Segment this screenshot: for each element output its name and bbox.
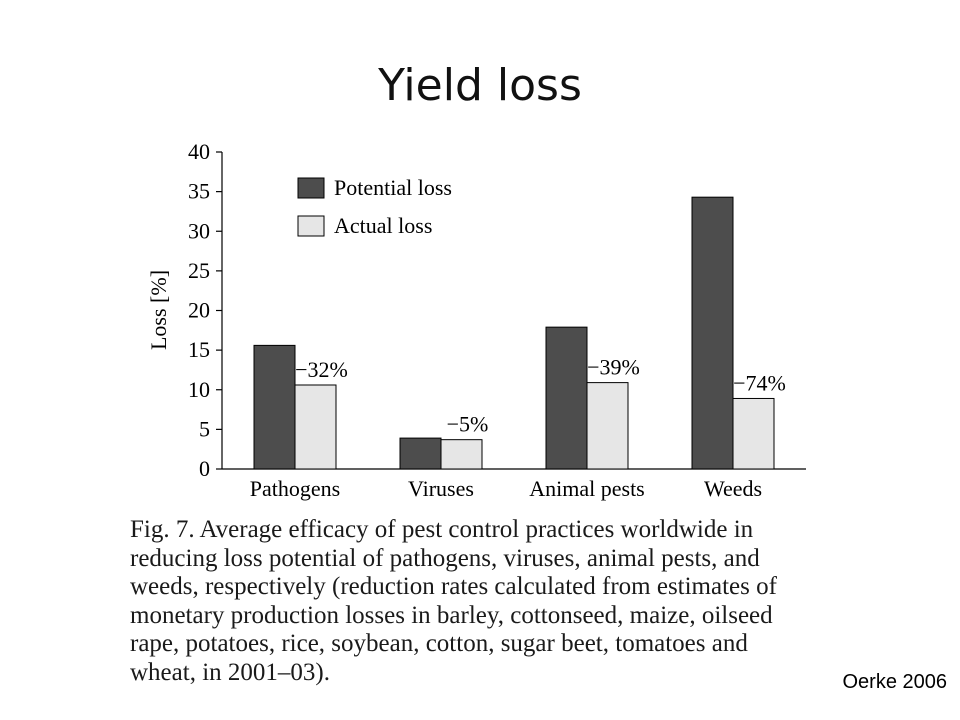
x-category-label: Animal pests (529, 476, 645, 501)
legend: Potential loss Actual loss (297, 175, 452, 238)
reduction-annotation: −5% (447, 412, 489, 437)
y-tick-label: 0 (199, 456, 210, 481)
legend-swatch-potential (297, 177, 325, 199)
reduction-annotation: −74% (733, 370, 786, 395)
bar-actual-weeds (732, 397, 775, 470)
x-axis: Pathogens Viruses Animal pests Weeds (222, 468, 806, 501)
legend-label-potential: Potential loss (334, 175, 452, 200)
reduction-annotation: −32% (295, 357, 348, 382)
reduction-annotations: −32% −5% −39% −74% (295, 355, 786, 437)
legend-swatch-actual (297, 215, 325, 237)
y-tick-label: 5 (199, 416, 210, 441)
y-tick-label: 30 (188, 218, 210, 243)
bar-potential-viruses (399, 437, 442, 470)
bars (253, 196, 775, 470)
bar-potential-pathogens (253, 344, 296, 470)
y-tick-label: 25 (188, 258, 210, 283)
source-credit: Oerke 2006 (842, 671, 947, 693)
y-tick-label: 40 (188, 139, 210, 164)
bar-potential-animal-pests (545, 326, 588, 470)
bar-actual-pathogens (294, 384, 337, 470)
bar-potential-weeds (691, 196, 734, 470)
y-tick-label: 20 (188, 298, 210, 323)
figure-caption: Fig. 7. Average efficacy of pest control… (130, 516, 777, 686)
bar-actual-viruses (440, 439, 483, 470)
x-category-label: Viruses (408, 476, 474, 501)
x-category-label: Weeds (704, 476, 762, 501)
x-category-label: Pathogens (250, 476, 340, 501)
slide-title: Yield loss (378, 60, 582, 111)
bar-actual-animal-pests (586, 382, 629, 470)
reduction-annotation: −39% (587, 355, 640, 380)
y-tick-label: 10 (188, 377, 210, 402)
y-tick-label: 15 (188, 337, 210, 362)
y-axis-title: Loss [%] (146, 270, 171, 350)
y-axis: 0 5 10 15 20 25 30 35 40 (188, 139, 223, 481)
legend-label-actual: Actual loss (334, 213, 432, 238)
y-tick-label: 35 (188, 179, 210, 204)
